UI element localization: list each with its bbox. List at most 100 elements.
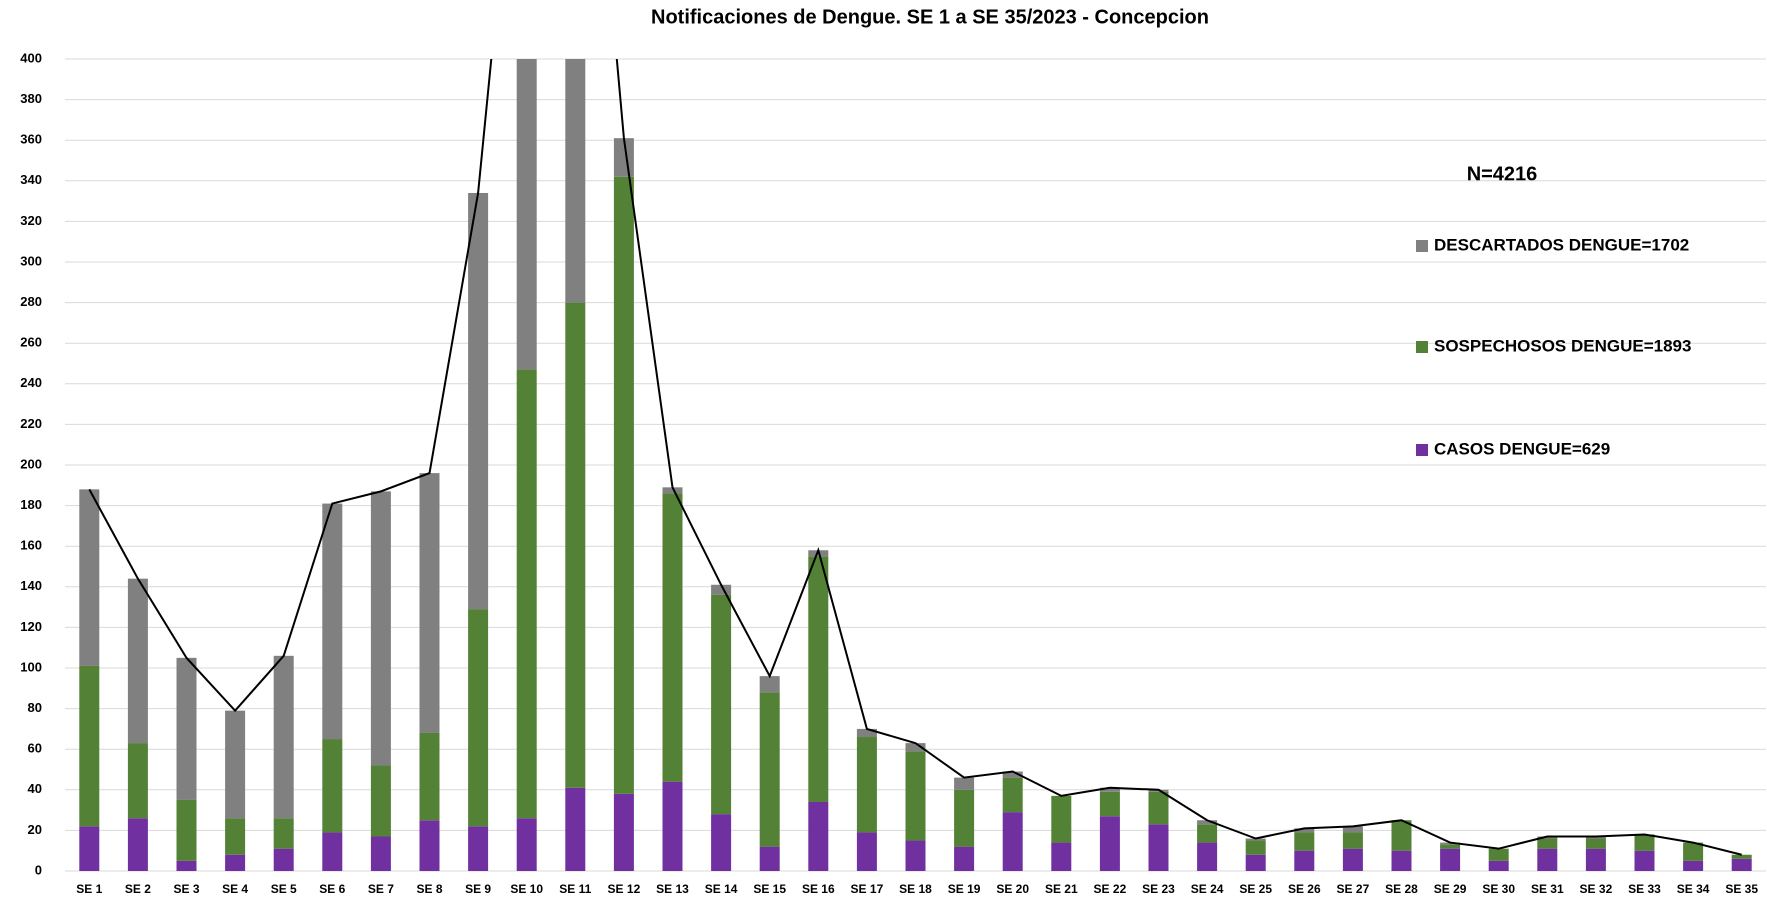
bar-segment	[1148, 791, 1169, 825]
bar-segment	[1585, 838, 1606, 849]
bar-segment	[1051, 795, 1072, 843]
bar-segment	[1488, 860, 1509, 871]
y-tick-label: 80	[28, 700, 42, 715]
bar-segment	[419, 820, 440, 871]
y-tick-label: 260	[20, 335, 42, 350]
x-tick-label: SE 15	[753, 882, 786, 896]
y-tick-label: 100	[20, 659, 42, 674]
total-line	[88, 59, 1742, 856]
bar-segment	[1585, 848, 1606, 871]
bar-segment	[1342, 848, 1363, 871]
y-tick-label: 280	[20, 294, 42, 309]
x-tick-label: SE 29	[1434, 882, 1467, 896]
bar-segment	[1051, 842, 1072, 871]
bar-segment	[1245, 854, 1266, 871]
bar-segment	[273, 818, 294, 849]
legend-swatch	[1416, 444, 1428, 456]
bar-segment	[711, 594, 732, 815]
bar-segment	[905, 840, 926, 871]
chart-title: Notificaciones de Dengue. SE 1 a SE 35/2…	[651, 6, 1209, 28]
bar-segment	[419, 473, 440, 733]
y-tick-label: 180	[20, 497, 42, 512]
y-tick-label: 220	[20, 416, 42, 431]
bar-segment	[565, 59, 586, 303]
bar-segment	[662, 781, 683, 871]
bar-segment	[1731, 854, 1752, 859]
x-tick-label: SE 27	[1337, 882, 1370, 896]
bar-segment	[759, 692, 780, 847]
bar-segment	[759, 676, 780, 693]
bar-segment	[565, 787, 586, 871]
y-tick-label: 340	[20, 172, 42, 187]
x-tick-label: SE 26	[1288, 882, 1321, 896]
y-tick-label: 400	[20, 50, 42, 65]
y-tick-label: 160	[20, 538, 42, 553]
bar-segment	[1585, 836, 1606, 839]
bar-segment	[468, 826, 489, 871]
bar-segment	[759, 846, 780, 871]
x-tick-label: SE 18	[899, 882, 932, 896]
bar-segment	[1002, 771, 1023, 778]
bar-segment	[79, 665, 100, 827]
bar-segment	[322, 739, 343, 833]
axes: 0 20 40 60 80 100 120 140 160 180 200 220 240 260 280 3…	[20, 50, 1758, 896]
bar-segment	[954, 789, 975, 847]
x-tick-label: SE 3	[173, 882, 199, 896]
x-tick-label: SE 17	[851, 882, 884, 896]
bar-segment	[1197, 842, 1218, 871]
bar-segment	[1294, 828, 1315, 833]
x-tick-label: SE 11	[559, 882, 591, 896]
bar-segment	[322, 832, 343, 871]
bar-segment	[225, 710, 246, 819]
bar-segment	[662, 487, 683, 494]
y-tick-label: 0	[35, 862, 42, 877]
x-tick-label: SE 31	[1531, 882, 1564, 896]
legend-swatch	[1416, 240, 1428, 252]
x-tick-label: SE 1	[76, 882, 102, 896]
bar-segment	[516, 818, 537, 871]
bar-segment	[1731, 858, 1752, 871]
bar-segment	[176, 799, 197, 861]
y-tick-label: 360	[20, 132, 42, 147]
bar-segment	[1342, 832, 1363, 849]
bar-segment	[176, 860, 197, 871]
bar-segment	[905, 751, 926, 841]
y-tick-label: 200	[20, 456, 42, 471]
x-tick-label: SE 8	[416, 882, 442, 896]
bars	[79, 59, 1752, 871]
bar-segment	[613, 176, 634, 794]
bar-segment	[79, 489, 100, 666]
bar-segment	[856, 728, 877, 738]
total-line	[88, 59, 1742, 856]
x-tick-label: SE 10	[510, 882, 543, 896]
bar-segment	[1099, 816, 1120, 871]
x-tick-label: SE 34	[1677, 882, 1710, 896]
bar-segment	[127, 818, 148, 871]
x-tick-label: SE 2	[125, 882, 151, 896]
bar-segment	[1440, 848, 1461, 871]
bar-segment	[1002, 812, 1023, 871]
x-tick-label: SE 30	[1482, 882, 1515, 896]
bar-segment	[613, 793, 634, 871]
x-tick-label: SE 4	[222, 882, 248, 896]
bar-segment	[516, 369, 537, 819]
bar-segment	[808, 556, 829, 802]
bar-segment	[1634, 850, 1655, 871]
x-tick-label: SE 16	[802, 882, 835, 896]
x-tick-label: SE 9	[465, 882, 491, 896]
x-tick-label: SE 35	[1725, 882, 1758, 896]
bar-segment	[127, 578, 148, 744]
bar-segment	[1440, 842, 1461, 845]
x-tick-label: SE 22	[1094, 882, 1127, 896]
grid	[65, 58, 1766, 872]
bar-segment	[1342, 826, 1363, 833]
y-tick-label: 40	[28, 781, 42, 796]
bar-segment	[225, 854, 246, 871]
bar-segment	[370, 765, 391, 837]
y-tick-label: 120	[20, 619, 42, 634]
bar-segment	[1245, 840, 1266, 855]
bar-segment	[1537, 848, 1558, 871]
bar-segment	[1002, 777, 1023, 813]
bar-segment	[954, 777, 975, 790]
y-tick-label: 320	[20, 213, 42, 228]
